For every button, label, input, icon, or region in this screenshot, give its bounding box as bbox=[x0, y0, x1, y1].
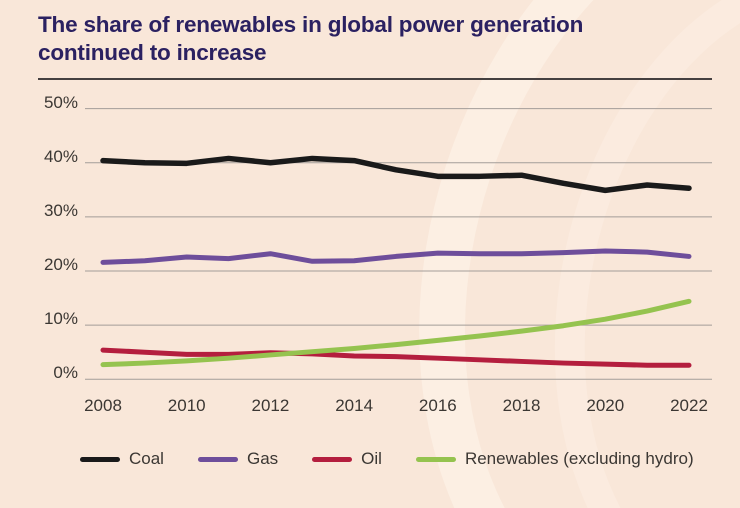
x-tick-label: 2020 bbox=[586, 396, 625, 415]
x-tick-label: 2014 bbox=[335, 396, 374, 415]
title-divider bbox=[38, 78, 712, 80]
y-tick-label: 20% bbox=[43, 255, 78, 275]
legend-item-gas: Gas bbox=[197, 449, 279, 469]
legend-swatch-renewables bbox=[415, 456, 456, 462]
legend-label-gas: Gas bbox=[246, 449, 279, 468]
chart-title-line2: continued to increase bbox=[38, 40, 267, 65]
legend: Coal Gas Oil Renewables (excluding hydro… bbox=[80, 449, 694, 469]
series-line-gas bbox=[100, 248, 692, 265]
x-tick-label: 2016 bbox=[418, 396, 457, 415]
x-tick-label: 2008 bbox=[84, 396, 122, 415]
series-line-coal bbox=[100, 155, 692, 194]
legend-item-renewables: Renewables (excluding hydro) bbox=[415, 449, 694, 469]
x-tick-label: 2018 bbox=[502, 396, 541, 415]
y-tick-label: 30% bbox=[43, 200, 78, 220]
legend-swatch-oil bbox=[312, 456, 353, 462]
series-line-renewables bbox=[100, 298, 692, 368]
y-tick-label: 0% bbox=[53, 363, 78, 383]
legend-label-oil: Oil bbox=[361, 449, 382, 468]
y-tick-label: 50% bbox=[43, 92, 78, 112]
x-tick-label: 2022 bbox=[670, 396, 708, 415]
x-tick-label: 2012 bbox=[251, 396, 290, 415]
legend-swatch-coal bbox=[80, 456, 120, 462]
y-tick-label: 40% bbox=[43, 146, 78, 166]
legend-swatch-gas bbox=[197, 456, 238, 462]
legend-label-coal: Coal bbox=[129, 449, 164, 468]
y-tick-label: 10% bbox=[43, 309, 78, 329]
x-tick-label: 2010 bbox=[167, 396, 206, 415]
legend-item-oil: Oil bbox=[312, 449, 382, 469]
series-line-oil bbox=[100, 347, 692, 368]
legend-item-coal: Coal bbox=[80, 449, 164, 469]
chart-title: The share of renewables in global power … bbox=[38, 11, 714, 67]
chart-title-line1: The share of renewables in global power … bbox=[38, 12, 584, 37]
legend-label-renewables: Renewables (excluding hydro) bbox=[464, 449, 694, 468]
